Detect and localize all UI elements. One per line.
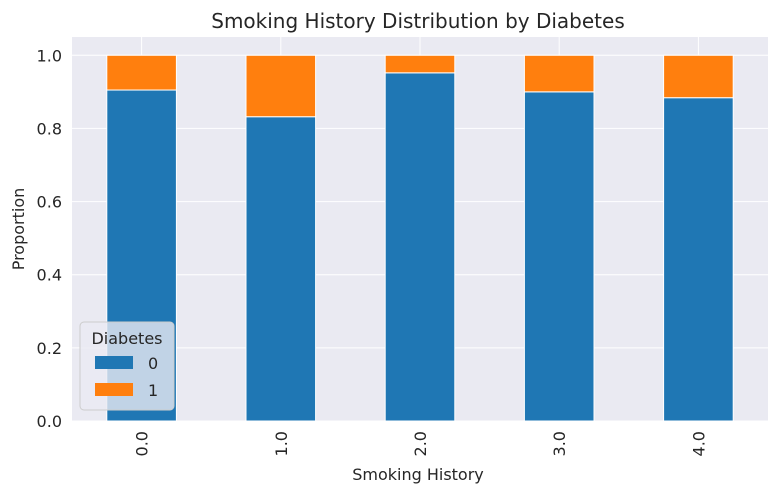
- y-tick-label: 0.8: [37, 119, 62, 138]
- x-axis-label: Smoking History: [352, 465, 484, 484]
- legend-label-0: 0: [148, 354, 158, 373]
- y-tick-label: 0.2: [37, 339, 62, 358]
- x-tick-label: 2.0: [411, 431, 430, 456]
- bar-series-0-3.0: [523, 91, 595, 422]
- bar-series-0-4.0: [663, 97, 734, 422]
- bar-series-0-2.0: [384, 72, 456, 422]
- bar-series-0-1.0: [245, 116, 317, 422]
- legend-title: Diabetes: [91, 329, 162, 348]
- bar-series-1-2.0: [384, 54, 456, 74]
- y-tick-label: 0.4: [37, 266, 62, 285]
- y-axis-label: Proportion: [9, 188, 28, 271]
- legend-swatch-0: [95, 356, 133, 369]
- x-tick-label: 3.0: [550, 431, 569, 456]
- bar-series-1-3.0: [523, 54, 595, 93]
- x-tick-label: 0.0: [133, 431, 152, 456]
- x-tick-labels: 0.0 1.0 2.0 3.0 4.0: [133, 431, 709, 456]
- y-tick-labels: 0.0 0.2 0.4 0.6 0.8 1.0: [37, 46, 62, 431]
- bar-series-1-1.0: [245, 54, 317, 118]
- legend: Diabetes 0 1: [79, 321, 175, 411]
- bars: [106, 54, 734, 422]
- bar-series-1-4.0: [663, 54, 734, 99]
- legend-swatch-1: [95, 383, 133, 396]
- chart-title: Smoking History Distribution by Diabetes: [211, 9, 625, 33]
- y-tick-label: 1.0: [37, 46, 62, 65]
- y-tick-label: 0.0: [37, 412, 62, 431]
- x-tick-label: 1.0: [272, 431, 291, 456]
- x-tick-label: 4.0: [689, 431, 708, 456]
- bar-series-1-0.0: [106, 54, 177, 91]
- y-tick-label: 0.6: [37, 193, 62, 212]
- legend-label-1: 1: [148, 381, 158, 400]
